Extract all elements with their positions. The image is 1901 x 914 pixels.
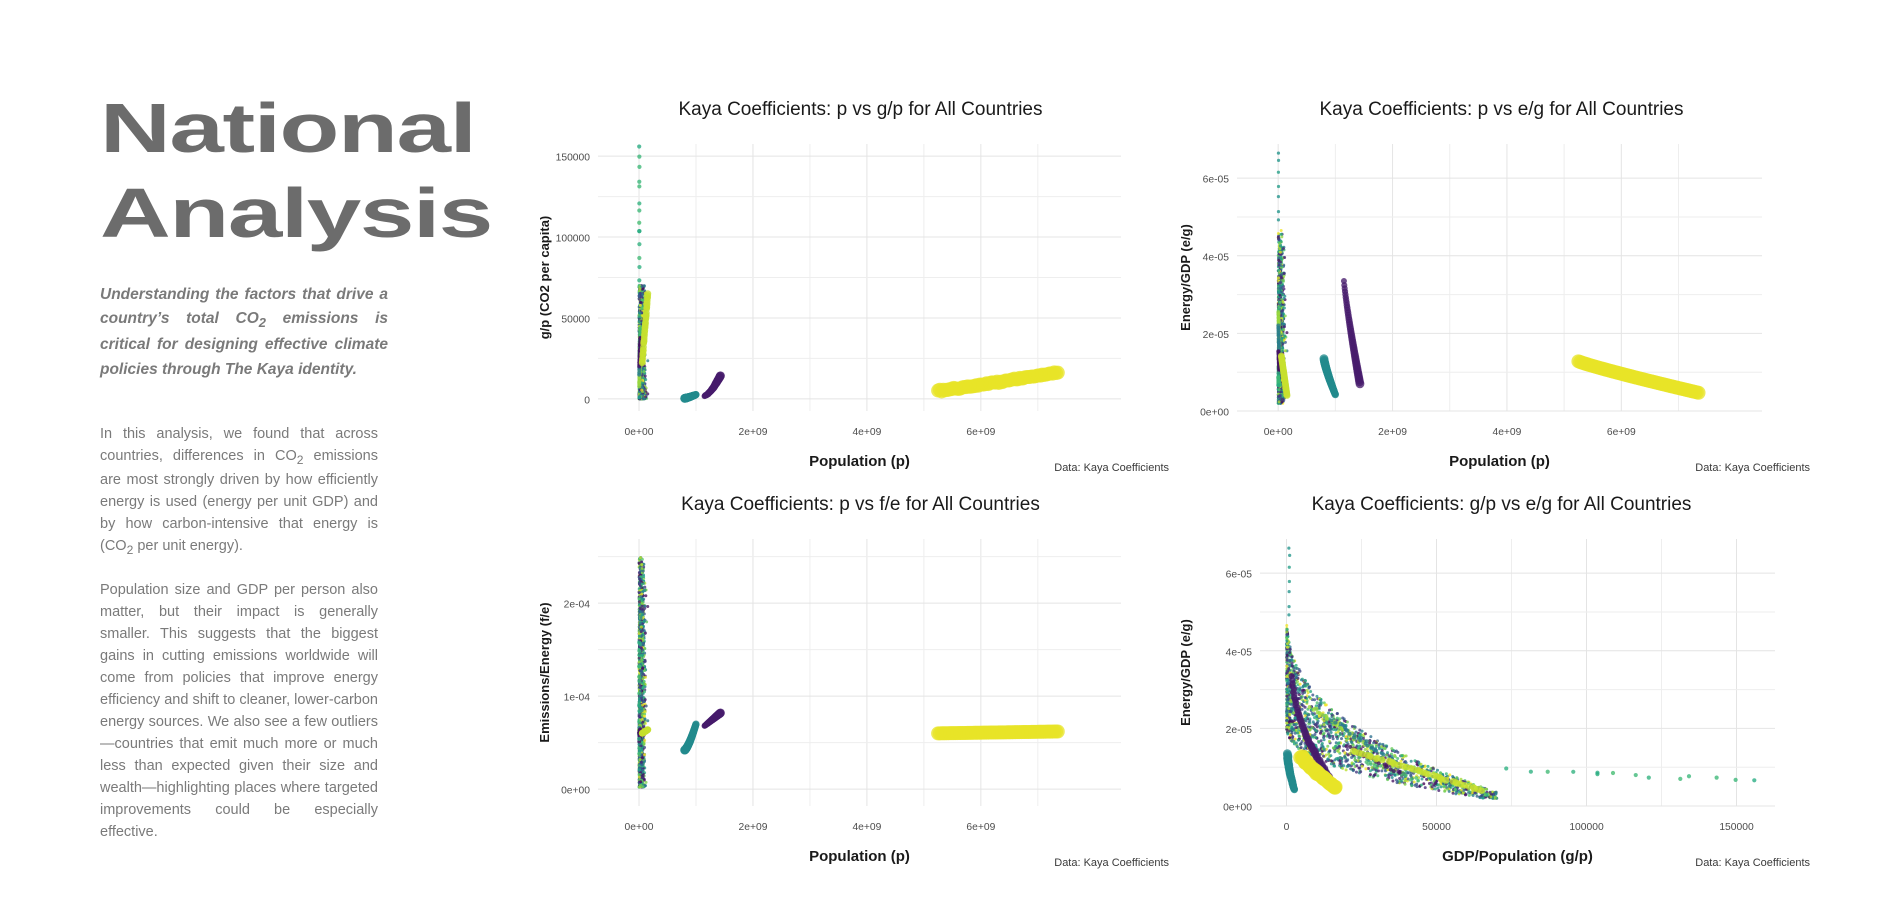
- svg-text:Population (p): Population (p): [1449, 453, 1550, 470]
- svg-text:g/p (CO2 per capita): g/p (CO2 per capita): [540, 216, 552, 340]
- svg-text:50000: 50000: [561, 314, 590, 325]
- svg-text:4e+09: 4e+09: [852, 427, 881, 438]
- svg-text:0: 0: [584, 395, 590, 406]
- svg-text:Population (p): Population (p): [809, 453, 910, 470]
- svg-text:150000: 150000: [556, 153, 591, 164]
- svg-text:0e+00: 0e+00: [625, 427, 654, 438]
- svg-text:Energy/GDP (e/g): Energy/GDP (e/g): [1181, 224, 1193, 331]
- svg-text:100000: 100000: [556, 234, 591, 245]
- svg-text:4e+09: 4e+09: [1492, 427, 1521, 438]
- svg-text:2e+09: 2e+09: [1378, 427, 1407, 438]
- svg-text:6e+09: 6e+09: [966, 427, 995, 438]
- svg-text:0e+00: 0e+00: [1200, 408, 1229, 419]
- svg-text:0e+00: 0e+00: [1264, 427, 1293, 438]
- svg-text:2e+09: 2e+09: [739, 427, 768, 438]
- svg-text:2e-05: 2e-05: [1203, 330, 1230, 341]
- svg-text:6e+09: 6e+09: [1607, 427, 1636, 438]
- svg-text:6e-05: 6e-05: [1203, 175, 1230, 186]
- svg-text:4e-05: 4e-05: [1203, 252, 1230, 263]
